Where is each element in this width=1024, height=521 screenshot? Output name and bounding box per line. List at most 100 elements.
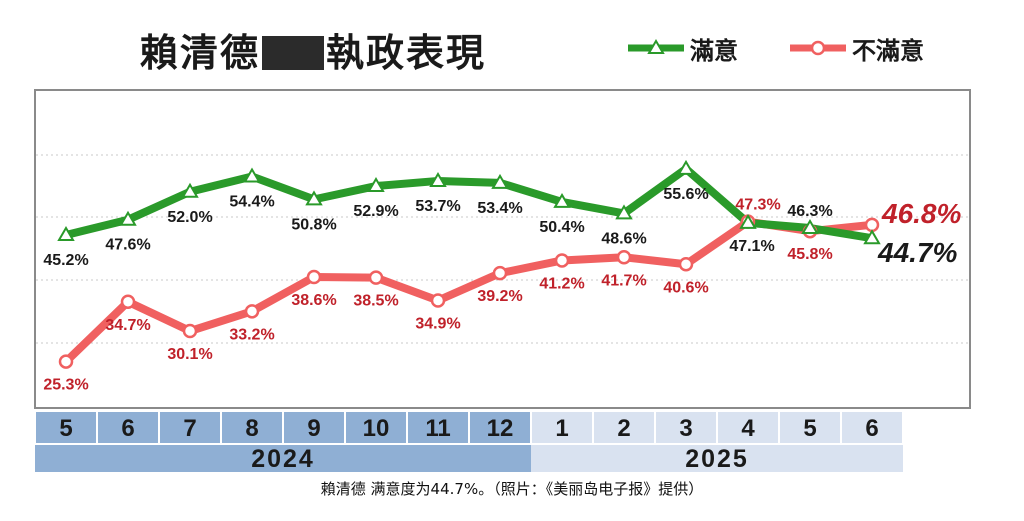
satisfied-point [553,192,571,208]
dissatisfied-point [368,270,384,285]
dissatisfied-point [616,250,632,265]
month-tick-label: 9 [307,415,320,442]
series-layer [57,159,881,369]
satisfied-data-label: 53.4% [477,200,522,217]
month-tick-label: 12 [487,415,514,442]
dissatisfied-point [182,323,198,339]
month-cell [470,412,530,443]
month-tick-label: 5 [59,415,72,442]
month-tick-label: 4 [741,415,755,442]
dissatisfied-data-label: 45.8% [787,246,832,263]
satisfied-point [119,210,137,226]
month-cell [718,412,778,443]
month-cell [780,412,840,443]
dissatisfied-point [492,265,508,281]
dissatisfied-point [554,253,570,268]
month-tick-label: 2 [617,415,630,442]
month-cell [532,412,592,443]
dissatisfied-point [864,217,880,233]
data-label-layer: 45.2% 47.6% 52.0% 54.4% 50.8% 52.9% 53.7% 53.4%… [43,186,961,394]
satisfied-data-label: 44.7% [877,237,957,268]
title-right: 執政表現 [326,31,487,75]
legend-satisfied-marker [628,39,684,54]
month-cell [160,412,220,443]
legend-dissatisfied-marker [790,40,846,56]
satisfied-point [739,213,757,229]
month-tick-label: 11 [425,415,450,442]
satisfied-point [615,204,633,220]
satisfied-point [305,190,323,206]
month-cell [346,412,406,443]
dissatisfied-data-label: 34.9% [415,316,460,333]
title-left: 賴清德 [140,31,261,75]
month-cell [98,412,158,443]
redaction-block [262,36,325,70]
month-cell [222,412,282,443]
year-band-2025 [531,445,903,472]
dissatisfied-point [306,269,322,285]
year-label: 2024 [251,445,315,473]
legend-dissatisfied: 不滿意 [788,30,924,66]
month-tick-label: 6 [121,415,134,442]
dissatisfied-data-label: 38.5% [353,293,398,310]
month-cell [408,412,468,443]
month-cell [842,412,902,443]
month-cell [656,412,716,443]
month-tick-label: 5 [803,415,816,442]
satisfied-point [429,171,447,187]
dissatisfied-data-label: 39.2% [477,288,522,305]
satisfied-point [181,182,199,198]
year-band-2024 [35,445,531,472]
dissatisfied-data-label: 41.2% [539,275,584,292]
satisfied-data-label: 52.0% [167,209,212,226]
satisfied-point [491,173,509,189]
dissatisfied-point [120,294,136,310]
satisfied-line [62,164,876,243]
month-cell [594,412,654,443]
dissatisfied-data-label: 40.6% [663,279,708,296]
satisfied-data-label: 52.9% [353,203,398,220]
dissatisfied-point [430,293,446,308]
satisfied-data-label: 45.2% [43,252,88,269]
chart-title: 賴清德 執政表現 [140,22,486,77]
satisfied-point [863,229,881,245]
satisfied-data-label: 47.1% [729,238,774,255]
satisfied-point [243,167,261,183]
plot-frame [34,89,971,409]
dissatisfied-data-label: 25.3% [43,377,88,394]
satisfied-data-label: 47.6% [105,237,150,254]
satisfied-point [677,159,695,175]
dissatisfied-data-label: 41.7% [601,272,646,289]
month-tick-label: 3 [679,415,692,442]
dissatisfied-data-label: 47.3% [735,197,780,214]
dissatisfied-data-label: 33.2% [229,326,274,343]
grid-lines [36,154,969,344]
dissatisfied-point [58,354,74,369]
satisfied-data-label: 53.7% [415,198,460,215]
satisfied-data-label: 46.3% [787,203,832,220]
dissatisfied-data-label: 38.6% [291,292,336,309]
legend-dissatisfied-label: 不滿意 [852,36,924,65]
legend-satisfied-label: 滿意 [690,36,738,65]
month-cell [284,412,344,443]
satisfied-data-label: 55.6% [663,186,708,203]
month-cell [36,412,96,443]
month-tick-label: 6 [865,415,878,442]
satisfied-point [367,177,385,193]
satisfied-point [57,226,75,242]
photo-caption: 賴清德 满意度为44.7%。（照片：《美丽岛电子报》提供） [320,480,704,498]
satisfied-data-label: 48.6% [601,230,646,247]
year-label: 2025 [685,445,749,473]
dissatisfied-data-label: 30.1% [167,346,212,363]
month-tick-label: 8 [245,415,258,442]
dissatisfied-line [62,217,876,366]
satisfied-data-label: 50.4% [539,219,584,236]
month-tick-label: 7 [183,415,196,442]
month-tick-label: 1 [555,415,568,442]
dissatisfied-point [678,257,694,272]
dissatisfied-data-label: 46.8% [881,198,961,229]
dissatisfied-data-label: 34.7% [105,317,150,334]
month-tick-label: 10 [363,415,390,442]
